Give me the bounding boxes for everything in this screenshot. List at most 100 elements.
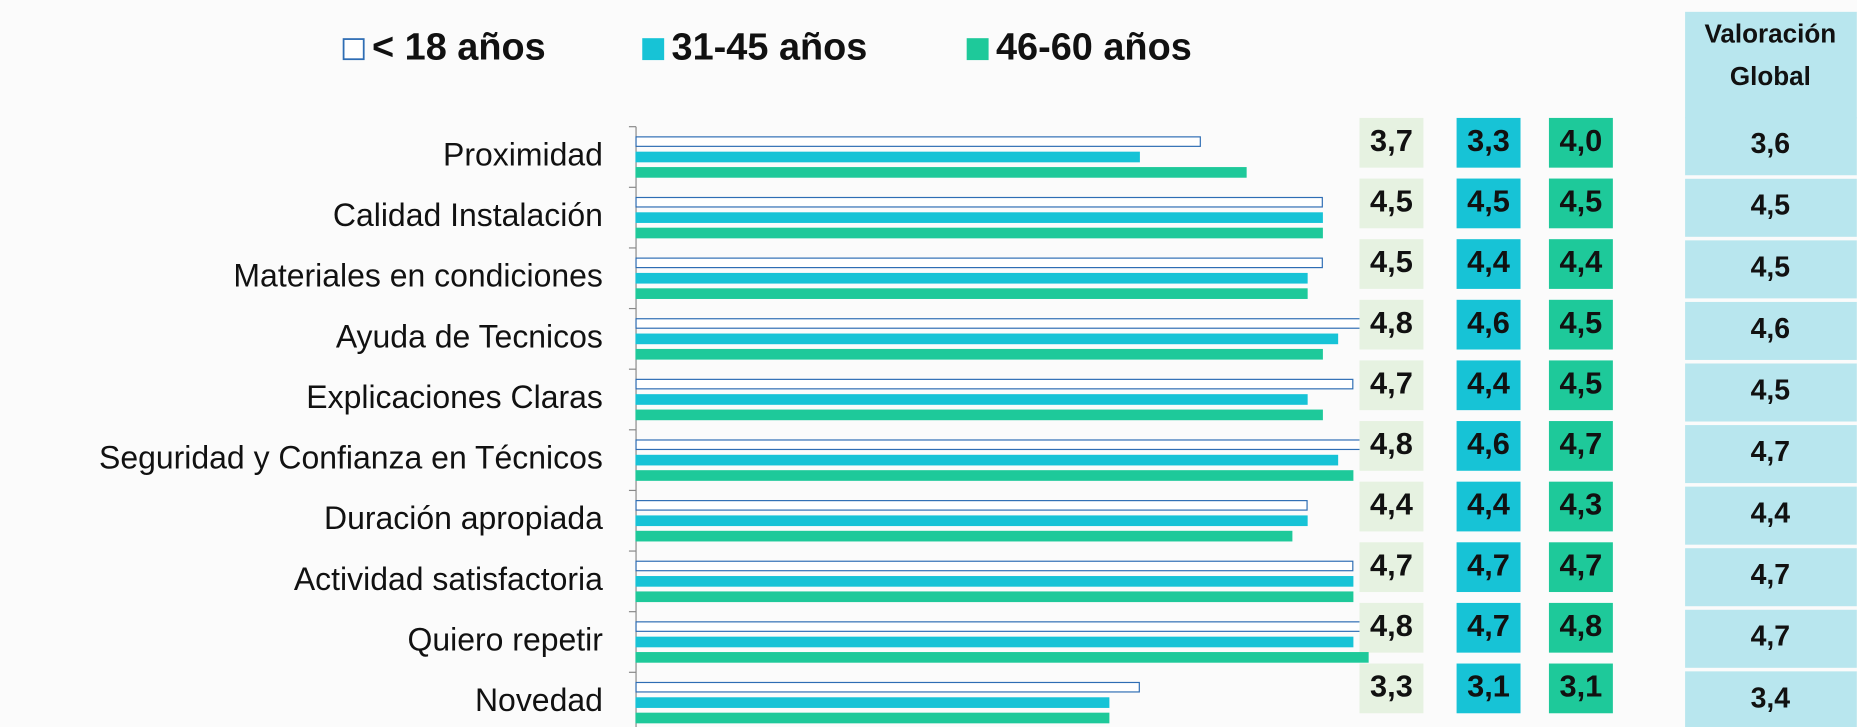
bar [635,576,1354,587]
value-label-box [1359,178,1424,229]
value-label-box [1456,663,1521,714]
bar [635,212,1323,223]
value-label-box [1359,602,1424,653]
global-title: Global [1730,61,1811,91]
global-value: 4,4 [1751,498,1791,530]
value-label: 4,7 [1370,547,1413,582]
value-label-box [1359,239,1424,289]
y-tick-label: Explicaciones Claras [306,379,603,415]
value-label: 4,6 [1467,305,1510,340]
value-label-box [1456,421,1521,471]
global-value: 3,4 [1751,682,1791,714]
bar [635,530,1293,542]
bar [635,272,1308,284]
bar [635,333,1339,345]
value-label-box [1548,178,1613,229]
value-label: 3,7 [1370,123,1413,158]
legend-swatch [342,38,365,61]
global-value: 4,5 [1751,251,1791,283]
value-label: 3,1 [1467,669,1510,704]
value-label: 4,5 [1560,305,1603,340]
bar [635,712,1110,724]
value-label: 4,8 [1370,608,1413,643]
bar [635,515,1308,527]
value-label: 4,5 [1560,365,1603,400]
y-tick-label: Duración apropiada [324,500,603,536]
value-label-box [1548,360,1613,411]
global-cell [1685,178,1857,237]
bar [635,591,1354,603]
value-label-box [1359,360,1424,411]
bar [635,151,1140,163]
legend-label: 31-45 años [672,27,868,69]
global-value: 4,7 [1751,559,1791,591]
global-value: 4,5 [1751,374,1791,406]
value-label: 4,5 [1467,184,1510,219]
value-label-box [1359,542,1424,593]
y-tick-label: Proximidad [443,136,603,172]
global-cell [1685,609,1857,668]
bar [635,167,1247,178]
legend-label: 46-60 años [996,27,1192,69]
value-label-box [1548,239,1613,289]
value-label: 4,6 [1467,426,1510,461]
y-tick-label: Ayuda de Tecnicos [336,318,603,354]
value-label-box [1548,421,1613,471]
value-label-box [1359,117,1424,168]
y-tick-label: Materiales en condiciones [233,258,602,294]
value-label: 4,7 [1467,547,1510,582]
value-label: 4,5 [1370,184,1413,219]
legend-label: < 18 años [372,27,546,69]
global-cell [1685,671,1857,727]
global-cell [1685,117,1857,176]
value-label-box [1456,481,1521,532]
value-label-box [1548,117,1613,168]
bar [635,394,1308,405]
value-label: 4,7 [1560,426,1603,461]
value-label-box [1359,421,1424,471]
y-tick-label: Seguridad y Confianza en Técnicos [99,440,603,476]
bar [635,454,1339,466]
bar [635,697,1110,708]
global-title: Valoración [1705,18,1837,48]
global-header [1685,11,1857,119]
global-value: 4,7 [1751,436,1791,468]
value-label: 3,1 [1560,669,1603,704]
global-cell [1685,486,1857,545]
global-value: 4,7 [1751,621,1791,653]
value-label-box [1548,663,1613,714]
value-label: 4,4 [1467,487,1510,522]
bar [635,409,1323,421]
bar [635,681,1140,693]
global-value: 3,6 [1751,128,1791,160]
value-label: 4,7 [1560,547,1603,582]
value-label-box [1456,239,1521,289]
bar [635,652,1369,663]
value-label: 4,5 [1560,184,1603,219]
global-cell [1685,425,1857,484]
bar [635,288,1308,299]
y-tick-label: Novedad [475,682,603,718]
y-tick-label: Calidad Instalación [333,197,603,233]
value-label-box [1456,542,1521,593]
value-label-box [1548,481,1613,532]
global-value: 4,6 [1751,313,1791,345]
value-label-box [1456,117,1521,168]
y-tick-label: Quiero repetir [408,621,604,657]
value-label: 4,8 [1560,608,1603,643]
value-label: 4,7 [1467,608,1510,643]
bar [635,318,1369,329]
bar [635,227,1323,239]
bar [635,439,1369,451]
value-label-box [1456,178,1521,229]
global-cell [1685,363,1857,422]
value-label: 4,4 [1370,487,1413,522]
bar [635,636,1354,648]
value-label: 4,5 [1370,244,1413,279]
value-label-box [1456,602,1521,653]
value-label: 4,8 [1370,426,1413,461]
value-label-box [1548,602,1613,653]
legend-swatch [966,38,989,61]
y-tick-label: Actividad satisfactoria [294,561,603,597]
value-label-box [1456,360,1521,411]
